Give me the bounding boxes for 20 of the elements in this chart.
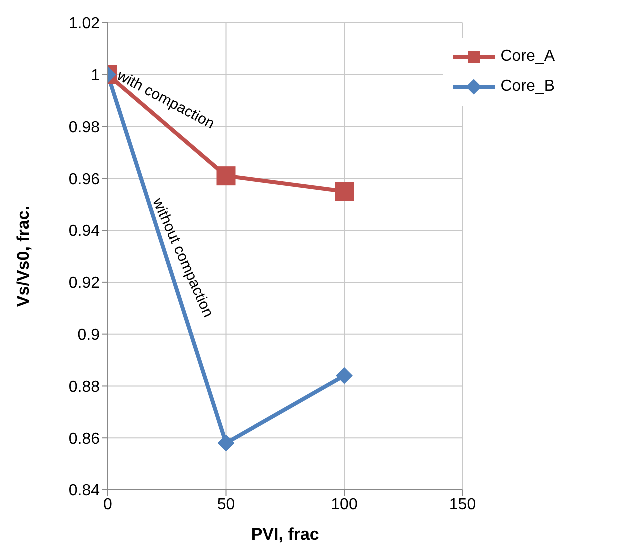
point: [335, 182, 354, 202]
y-tick-label: 0.9: [78, 327, 100, 344]
y-tick-label: 0.88: [68, 378, 100, 396]
x-tick-label: 150: [449, 496, 476, 514]
y-tick-label: 0.98: [68, 119, 100, 136]
y-tick-label: 1.02: [68, 16, 100, 33]
x-axis-title: PVI, frac: [251, 525, 320, 544]
y-tick-label: 0.96: [68, 171, 100, 188]
y-tick-label: 0.86: [68, 430, 100, 448]
y-tick-label: 0.84: [68, 482, 100, 500]
point: [336, 367, 353, 384]
legend-label: Core_A: [500, 48, 555, 66]
x-tick-label: 50: [217, 496, 236, 514]
y-axis-title: Vs/Vs0, frac.: [14, 206, 34, 308]
y-tick-label: 1: [91, 68, 100, 85]
y-tick-label: 0.94: [68, 223, 100, 240]
legend-label: Core_B: [500, 78, 555, 96]
x-tick-label: 100: [331, 496, 358, 514]
y-tick-label: 0.92: [68, 275, 100, 292]
x-tick-label: 0: [104, 496, 113, 514]
